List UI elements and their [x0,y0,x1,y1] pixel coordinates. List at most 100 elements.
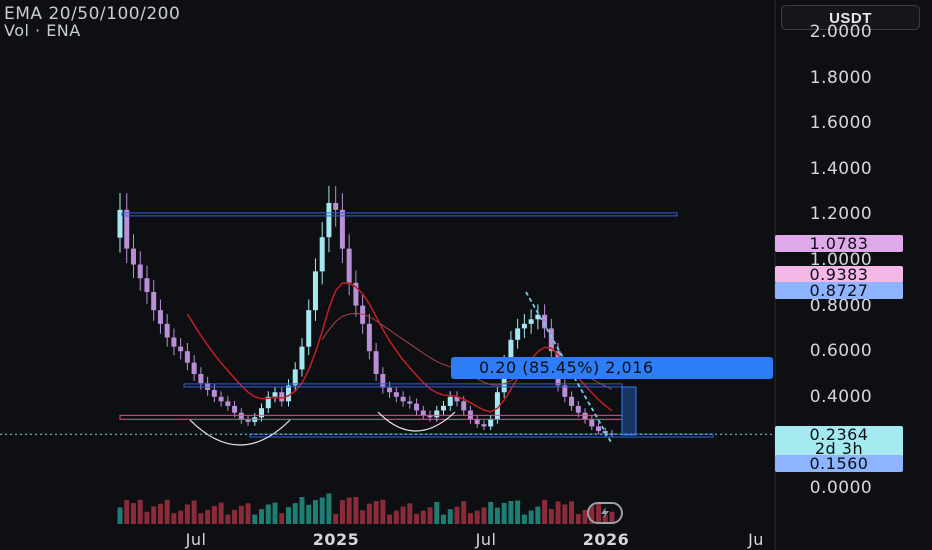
volume-bar [211,505,217,524]
y-tick-label: 1.6000 [809,113,873,134]
price-badge-level-low: 0.1560 [775,455,903,472]
candle-body [508,339,514,363]
volume-bar [157,503,163,524]
volume-bar [164,499,170,524]
volume-bar [461,501,467,524]
volume-bar [582,509,588,524]
candle-body [124,209,130,249]
candle-body [164,323,170,338]
x-tick-label: 2026 [582,530,630,549]
volume-bar [562,504,568,524]
volume-bar [171,513,177,524]
price-badge-ema-1: 1.0783 [775,235,903,252]
volume-bar [521,514,527,524]
candle-body [387,387,393,393]
candle-body [562,385,568,397]
candle-body [225,401,231,406]
volume-bar [353,497,359,524]
volume-bar [454,506,460,524]
candle-body [292,369,298,386]
volume-bar [441,514,447,524]
y-tick-label: 0.6000 [809,341,873,362]
candle-body [528,319,534,324]
candle-body [137,264,143,279]
candle-body [353,282,359,306]
pattern-arc-left [189,419,291,446]
candle-body [515,328,521,340]
volume-bar [124,500,130,524]
candle-body [171,337,177,347]
price-badge-ema-3: 0.8727 [775,282,903,299]
volume-bar [414,513,420,524]
candle-body [178,346,184,352]
volume-bar [333,513,339,524]
volume-bar [360,510,366,524]
candle-body [346,248,352,283]
currency-button[interactable]: USDT [781,5,920,30]
indicator-legend-ema[interactable]: EMA 20/50/100/200 [4,4,181,24]
volume-bar [434,501,440,524]
candle-body [232,405,238,413]
volume-bar [575,513,581,524]
volume-bar [380,499,386,524]
volume-bar [373,501,379,524]
volume-bar [548,509,554,524]
volume-bar [225,514,231,524]
volume-bar [346,497,352,524]
candle-body [184,351,190,363]
volume-bar [184,504,190,524]
candle-body [414,403,420,411]
volume-bar [326,493,332,524]
volume-bar [272,502,278,524]
candle-body [272,392,278,397]
candle-body [521,323,527,329]
volume-bar [393,510,399,524]
candle-body [454,396,460,402]
candle-body [447,396,453,406]
y-tick-label: 2.0000 [809,22,873,42]
volume-bar [238,505,244,524]
volume-bar [474,510,480,524]
volume-bar [535,506,541,524]
volume-bar [555,501,561,524]
volume-bar [191,500,197,524]
countdown-badge: 2d 3h [775,440,903,457]
level-line-pink [119,414,623,420]
candle-body [319,237,325,272]
measure-tool-label[interactable]: 0.20 (85.45%) 2,016 [451,357,773,379]
candle-body [427,415,433,418]
candle-body [333,203,339,210]
volume-bar [366,503,372,524]
candle-body [191,362,197,374]
candle-body [373,351,379,374]
x-tick-label: Jul [185,530,207,549]
volume-bar [117,507,123,524]
candle-body [596,426,602,431]
candle-body [259,408,265,418]
y-tick-label: 0.0000 [809,478,873,498]
volume-bar [279,513,285,524]
y-tick-label: 1.2000 [809,204,873,225]
candle-body [360,305,366,324]
candle-body [481,424,487,427]
candle-body [441,405,447,411]
candle-body [198,374,204,384]
candle-body [474,419,480,425]
indicator-legend-volume[interactable]: Vol · ENA [4,21,81,40]
candle-body [494,392,500,420]
x-tick-label: Jul [475,530,497,549]
price-badge-ema-2: 0.9383 [775,266,903,283]
y-tick-label: 1.8000 [809,67,873,88]
volume-bar [542,499,548,524]
volume-bar [292,503,298,524]
x-tick-label: 2025 [312,530,360,549]
volume-bar [339,500,345,524]
candle-body [245,419,251,422]
volume-bar [245,503,251,524]
lightning-icon[interactable] [587,502,623,524]
candle-body [461,401,467,411]
ema-line [186,282,613,413]
y-tick-label: 1.4000 [809,158,873,179]
volume-bar [137,499,143,524]
candle-body [575,405,581,413]
